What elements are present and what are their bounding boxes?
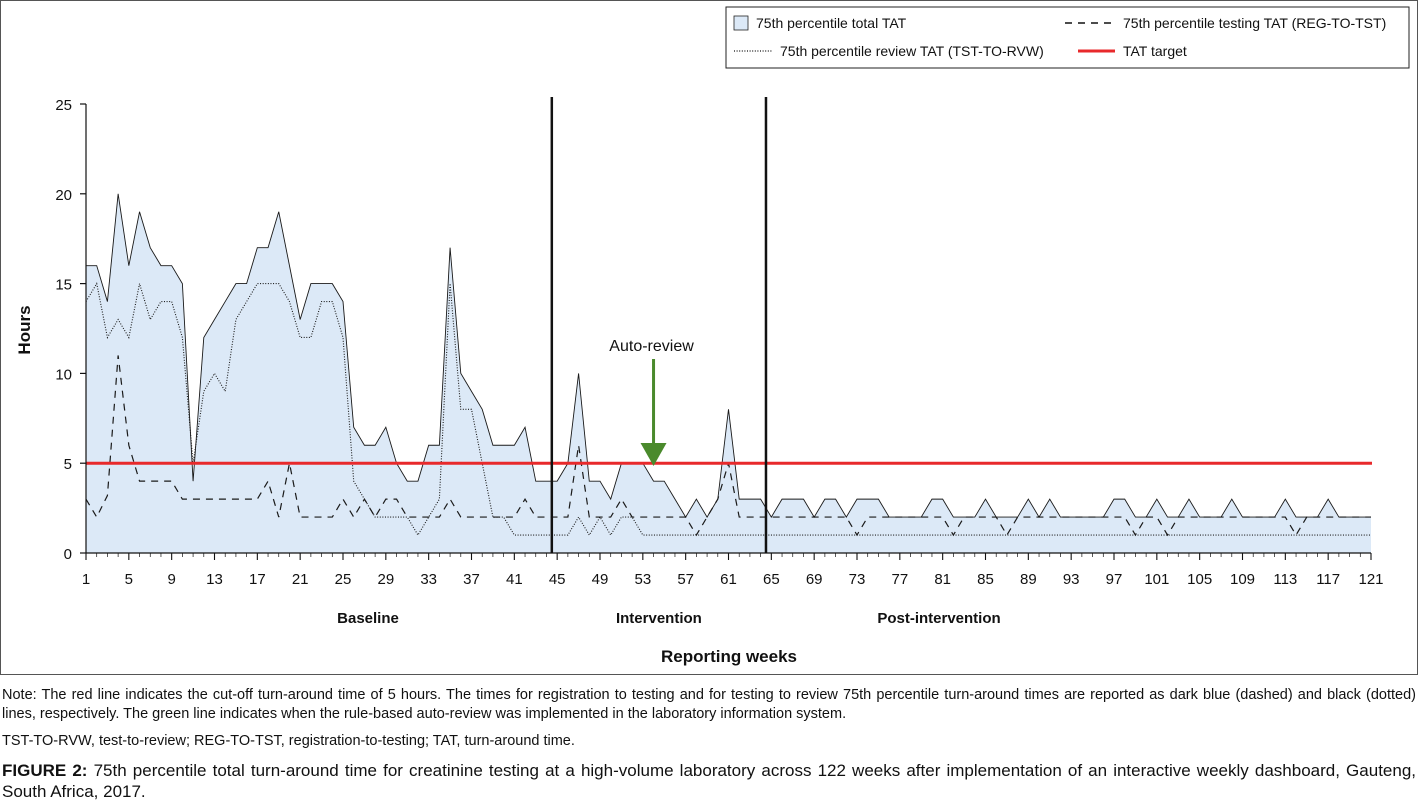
- legend: 75th percentile total TAT 75th percentil…: [725, 6, 1410, 69]
- x-tick-label: 29: [377, 571, 394, 588]
- auto-review-arrow-head: [640, 443, 667, 466]
- y-tick-label: 20: [55, 187, 72, 204]
- figure-caption-label: FIGURE 2:: [2, 761, 88, 780]
- figure-frame: 75th percentile total TAT 75th percentil…: [0, 0, 1418, 675]
- y-tick-label: 10: [55, 366, 72, 383]
- x-tick-label: 65: [763, 571, 780, 588]
- x-tick-label: 77: [891, 571, 908, 588]
- phase-label-intervention: Intervention: [616, 610, 702, 627]
- x-tick-label: 105: [1187, 571, 1212, 588]
- x-tick-label: 93: [1063, 571, 1080, 588]
- figure-caption: FIGURE 2: 75th percentile total turn-aro…: [2, 760, 1416, 802]
- x-tick-label: 45: [549, 571, 566, 588]
- x-tick-label: 13: [206, 571, 223, 588]
- x-tick-label: 37: [463, 571, 480, 588]
- phase-label-baseline: Baseline: [337, 610, 399, 627]
- x-tick-label: 21: [292, 571, 309, 588]
- plot-area: Auto-review: [85, 97, 1372, 554]
- legend-label-testing-tat: 75th percentile testing TAT (REG-TO-TST): [1123, 15, 1386, 31]
- x-tick-label: 25: [335, 571, 352, 588]
- x-tick-label: 101: [1144, 571, 1169, 588]
- legend-label-review-tat: 75th percentile review TAT (TST-TO-RVW): [780, 43, 1044, 59]
- x-tick-label: 1: [82, 571, 90, 588]
- x-tick-label: 9: [167, 571, 175, 588]
- figure-border: [0, 0, 1418, 675]
- x-tick-label: 53: [634, 571, 651, 588]
- x-tick-label: 121: [1358, 571, 1383, 588]
- x-tick-label: 5: [125, 571, 133, 588]
- x-tick-label: 61: [720, 571, 737, 588]
- x-tick-label: 85: [977, 571, 994, 588]
- abbreviations-note: TST-TO-RVW, test-to-review; REG-TO-TST, …: [2, 733, 575, 749]
- x-tick-label: 41: [506, 571, 523, 588]
- auto-review-label: Auto-review: [609, 338, 694, 355]
- x-tick-label: 69: [806, 571, 823, 588]
- legend-label-total-tat: 75th percentile total TAT: [756, 15, 907, 31]
- y-tick-label: 15: [55, 277, 72, 294]
- y-axis-label: Hours: [15, 305, 34, 354]
- x-tick-label: 113: [1273, 571, 1297, 588]
- tat-chart: 75th percentile total TAT 75th percentil…: [0, 0, 1418, 675]
- x-tick-label: 17: [249, 571, 266, 588]
- legend-swatch-total-tat: [733, 15, 749, 31]
- phase-label-post-intervention: Post-intervention: [877, 610, 1000, 627]
- x-tick-label: 117: [1316, 571, 1340, 588]
- x-tick-label: 49: [592, 571, 609, 588]
- x-tick-label: 81: [934, 571, 951, 588]
- x-tick-label: 33: [420, 571, 437, 588]
- x-tick-label: 89: [1020, 571, 1037, 588]
- series-total-tat-area: [86, 193, 1371, 554]
- y-tick-label: 0: [64, 546, 72, 563]
- y-tick-label: 5: [64, 456, 72, 473]
- series-total-tat-line: [86, 193, 1371, 518]
- y-tick-label: 25: [55, 97, 72, 114]
- x-ticks: 1 5 9 13 17 21 25 29 33 37 41 45 49 53 57 61 65 69 73 77 81 8…: [82, 553, 1384, 588]
- figure-caption-text: 75th percentile total turn-around time f…: [2, 761, 1417, 801]
- legend-box: [725, 6, 1410, 69]
- x-tick-label: 109: [1230, 571, 1255, 588]
- x-tick-label: 97: [1106, 571, 1123, 588]
- figure-note: Note: The red line indicates the cut-off…: [2, 687, 1416, 722]
- x-tick-label: 73: [849, 571, 866, 588]
- x-tick-label: 57: [677, 571, 694, 588]
- y-ticks: 0 5 10 15 20 25: [55, 97, 86, 563]
- legend-label-tat-target: TAT target: [1123, 43, 1187, 59]
- x-axis-label: Reporting weeks: [661, 647, 797, 666]
